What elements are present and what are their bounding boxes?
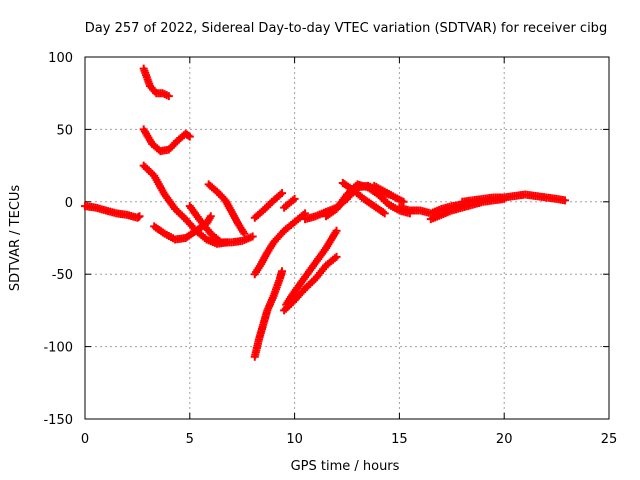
point-pass-j bbox=[278, 189, 287, 198]
trace-pass-d bbox=[151, 173, 168, 197]
trace-pass-m bbox=[281, 196, 297, 211]
trace-pass-o bbox=[387, 201, 402, 214]
trace-pass-b bbox=[154, 89, 165, 98]
trace-pass-e bbox=[203, 214, 214, 226]
trace-pass-g bbox=[228, 209, 241, 226]
point-pass-g bbox=[240, 229, 249, 238]
trace-pass-k bbox=[292, 286, 308, 303]
x-tick-label: 0 bbox=[81, 432, 89, 447]
x-axis: 0 5 10 15 20 25 bbox=[81, 57, 617, 447]
point-pass-b bbox=[164, 92, 173, 101]
trace-pass-q bbox=[382, 188, 398, 201]
trace-pass-q bbox=[393, 194, 406, 205]
point-pass-h bbox=[278, 267, 287, 276]
plot-frame bbox=[84, 56, 610, 420]
trace-pass-g bbox=[214, 189, 228, 203]
trace-pass-b bbox=[160, 90, 171, 100]
trace-pass-f bbox=[208, 231, 224, 245]
trace-pass-e bbox=[162, 230, 178, 243]
point-pass-l bbox=[332, 226, 341, 235]
chart-title: Day 257 of 2022, Sidereal Day-to-day VTE… bbox=[85, 21, 607, 36]
trace-pass-k bbox=[323, 254, 339, 269]
trace-pass-g bbox=[222, 198, 235, 215]
trace-pass-q bbox=[372, 183, 387, 195]
trace-pass-i bbox=[264, 240, 277, 255]
trace-pass-o bbox=[323, 206, 339, 220]
trace-pass-h bbox=[251, 337, 263, 359]
point-pass-t bbox=[560, 196, 569, 205]
trace-pass-g bbox=[235, 221, 248, 236]
trace-pass-t bbox=[554, 195, 567, 204]
point-pass-q bbox=[399, 197, 408, 206]
trace-pass-p bbox=[351, 187, 367, 202]
y-tick-label: 100 bbox=[48, 51, 73, 66]
y-axis-label: SDTVAR / TECUs bbox=[8, 185, 23, 292]
trace-pass-i bbox=[292, 210, 308, 225]
trace-pass-i bbox=[252, 262, 264, 277]
trace-pass-j bbox=[271, 190, 285, 203]
point-pass-a bbox=[135, 212, 144, 221]
trace-pass-c bbox=[166, 138, 180, 152]
trace-pass-p bbox=[361, 196, 377, 209]
trace-pass-f bbox=[197, 218, 214, 236]
trace-pass-c bbox=[149, 141, 163, 154]
trace-pass-p bbox=[340, 180, 356, 194]
trace-pass-e bbox=[183, 227, 199, 241]
trace-pass-o bbox=[376, 192, 392, 208]
x-tick-label: 25 bbox=[601, 432, 618, 447]
point-pass-k bbox=[332, 252, 341, 261]
trace-pass-l bbox=[283, 289, 298, 307]
trace-pass-l bbox=[302, 260, 319, 280]
trace-pass-k bbox=[313, 263, 329, 281]
trace-pass-l bbox=[323, 228, 340, 251]
point-pass-f bbox=[248, 232, 257, 241]
trace-pass-o bbox=[333, 192, 350, 212]
trace-pass-g bbox=[206, 181, 220, 195]
trace-pass-l bbox=[312, 245, 329, 265]
trace-pass-d bbox=[161, 192, 178, 212]
trace-pass-j bbox=[252, 207, 266, 221]
trace-pass-k bbox=[302, 276, 318, 291]
y-tick-label: 0 bbox=[65, 196, 73, 211]
x-tick-label: 10 bbox=[286, 432, 303, 447]
point-pass-m bbox=[290, 194, 299, 203]
y-axis: -150 -100 -50 0 50 100 bbox=[43, 51, 609, 428]
x-tick-label: 5 bbox=[186, 432, 194, 447]
y-tick-label: -100 bbox=[43, 341, 73, 356]
trace-pass-p bbox=[371, 203, 387, 217]
trace-pass-l bbox=[291, 274, 308, 294]
trace-pass-i bbox=[258, 250, 271, 267]
trace-pass-c bbox=[183, 130, 193, 140]
trace-pass-d bbox=[141, 163, 157, 179]
trace-pass-f bbox=[187, 203, 203, 223]
point-pass-p bbox=[380, 209, 389, 218]
trace-pass-h bbox=[276, 269, 286, 281]
x-tick-label: 15 bbox=[391, 432, 408, 447]
trace-pass-d bbox=[172, 206, 188, 222]
y-tick-label: -150 bbox=[43, 413, 73, 428]
trace-pass-c bbox=[140, 127, 155, 146]
data-marks bbox=[81, 64, 569, 361]
point-pass-e bbox=[206, 212, 215, 221]
trace-pass-j bbox=[260, 198, 276, 213]
trace-pass-i bbox=[281, 219, 297, 234]
trace-pass-o bbox=[365, 184, 381, 198]
x-tick-label: 20 bbox=[496, 432, 513, 447]
grid-lines bbox=[85, 57, 609, 419]
y-tick-label: -50 bbox=[52, 268, 73, 283]
point-pass-c bbox=[185, 132, 194, 141]
trace-pass-i bbox=[271, 228, 287, 245]
trace-pass-e bbox=[151, 223, 167, 237]
trace-pass-b bbox=[147, 83, 159, 96]
x-axis-label: GPS time / hours bbox=[291, 459, 400, 474]
y-tick-label: 50 bbox=[56, 123, 73, 138]
trace-pass-c bbox=[158, 146, 171, 155]
